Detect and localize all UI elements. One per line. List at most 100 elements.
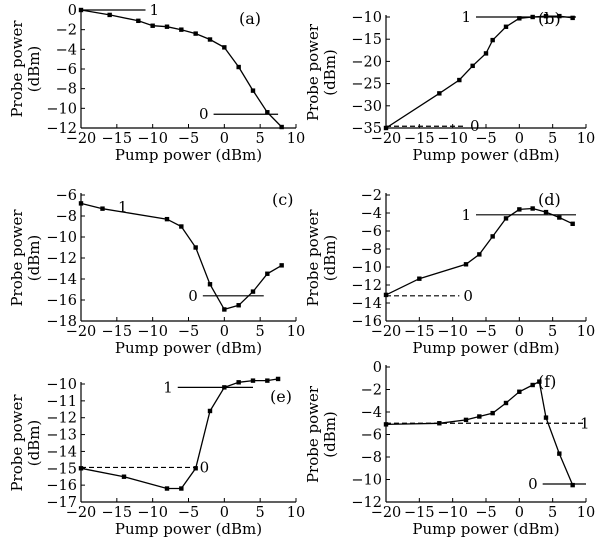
x-axis-title: Pump power (dBm) [412, 520, 559, 538]
y-tick-label: −25 [351, 77, 382, 93]
x-tick-label: −5 [178, 131, 199, 147]
level-label-0: 0 [188, 287, 198, 305]
x-axis-title: Pump power (dBm) [115, 520, 262, 538]
level-label-1: 1 [461, 8, 471, 26]
data-point [483, 51, 489, 56]
x-tick-label: −20 [371, 505, 402, 521]
data-point [463, 262, 469, 267]
y-tick-label: −12 [46, 121, 77, 137]
panel-label: (a) [239, 9, 261, 28]
x-axis-title: Pump power (dBm) [412, 146, 559, 164]
data-point [236, 380, 241, 385]
data-point [107, 12, 112, 18]
y-tick-label: −10 [46, 230, 77, 246]
y-tick-label: −6 [56, 62, 77, 78]
x-tick-label: 0 [515, 131, 524, 147]
level-label-1: 1 [118, 198, 128, 216]
y-axis-title: Probe power(dBm) [8, 209, 43, 307]
data-point [530, 206, 535, 211]
level-label-1: 1 [461, 206, 471, 224]
data-point [193, 466, 198, 471]
y-tick-label: −11 [46, 394, 77, 410]
data-point [557, 451, 562, 456]
data-point [437, 421, 442, 426]
level-label-0: 0 [528, 475, 538, 493]
data-point [222, 385, 227, 390]
data-point [275, 376, 281, 382]
chart-panel-e: −20 −15 −10 −5 0 5 10−10−11−12−13−14−15−16−17P… [8, 376, 305, 538]
series-line [385, 380, 574, 486]
x-tick-label: −10 [137, 131, 168, 147]
data-point [250, 378, 256, 383]
x-axis-title: Pump power (dBm) [115, 146, 262, 164]
data-point [265, 378, 270, 383]
x-tick-label: −20 [371, 324, 402, 340]
data-point [557, 13, 562, 19]
x-tick-label: 5 [548, 324, 557, 340]
panel-label: (f) [538, 372, 556, 391]
x-tick-label: 10 [577, 131, 595, 147]
data-point [250, 289, 256, 294]
data-point [164, 216, 170, 222]
data-point [477, 252, 482, 257]
x-tick-label: 10 [577, 324, 595, 340]
x-tick-label: 5 [256, 505, 265, 521]
data-point [463, 417, 469, 423]
y-axis-title: Probe power(dBm) [304, 385, 339, 483]
data-point [279, 124, 284, 130]
x-tick-label: 0 [515, 505, 524, 521]
y-tick-label: −2 [56, 23, 77, 39]
y-tick-label: −10 [46, 101, 77, 117]
x-tick-label: −10 [437, 505, 468, 521]
y-tick-label: −2 [361, 383, 382, 399]
x-tick-label: −15 [404, 505, 435, 521]
data-point [470, 63, 475, 69]
data-point [222, 45, 227, 50]
x-axis-title: Pump power (dBm) [412, 339, 559, 357]
x-tick-label: 10 [287, 505, 305, 521]
chart-panel-d: −20 −15 −10 −5 0 5 10−2−4−6−8−10−12−14−16Pump … [304, 188, 595, 357]
data-point [557, 215, 562, 220]
data-point [179, 224, 184, 229]
y-tick-label: −16 [351, 314, 382, 330]
level-label-0: 0 [470, 117, 480, 135]
level-label-1: 1 [150, 1, 160, 19]
data-point [150, 23, 155, 28]
y-tick-label: −8 [361, 242, 382, 258]
data-point [490, 37, 495, 43]
data-point [503, 24, 509, 29]
data-point [570, 482, 575, 488]
y-tick-label: −15 [46, 461, 77, 477]
data-point [207, 282, 213, 287]
y-tick-label: −10 [351, 10, 382, 26]
data-point [193, 31, 198, 36]
y-tick-label: −10 [351, 473, 382, 489]
y-axis-title: Probe power(dBm) [8, 394, 43, 492]
y-tick-label: −12 [351, 495, 382, 511]
x-tick-label: 0 [220, 505, 229, 521]
y-tick-label: −16 [46, 478, 77, 494]
y-tick-label: −4 [361, 405, 382, 421]
x-tick-label: −15 [102, 131, 133, 147]
level-label-1: 1 [163, 378, 173, 396]
data-point [78, 466, 84, 471]
panel-label: (d) [538, 190, 561, 209]
y-tick-label: 0 [68, 3, 77, 19]
y-tick-label: −12 [351, 278, 382, 294]
data-point [193, 245, 198, 250]
x-axis-title: Pump power (dBm) [115, 339, 262, 357]
panel-label: (c) [272, 190, 293, 209]
x-tick-label: 0 [515, 324, 524, 340]
y-tick-label: −14 [46, 272, 77, 288]
y-tick-label: −6 [361, 428, 382, 444]
y-tick-label: −12 [46, 411, 77, 427]
x-tick-label: 10 [287, 131, 305, 147]
data-point [265, 110, 270, 115]
x-tick-label: 0 [220, 131, 229, 147]
x-tick-label: 5 [548, 505, 557, 521]
panel-label: (e) [270, 387, 292, 406]
x-tick-label: −5 [475, 131, 496, 147]
